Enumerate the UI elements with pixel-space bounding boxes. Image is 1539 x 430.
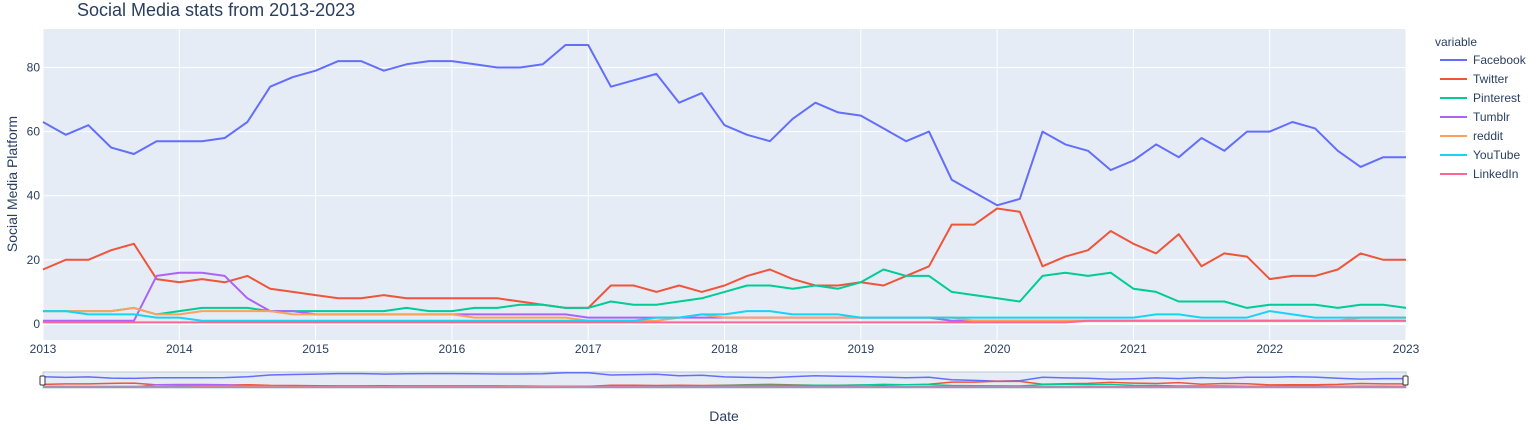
y-tick-label: 0 — [33, 317, 40, 331]
y-tick-label: 20 — [27, 253, 41, 267]
x-tick-label: 2017 — [575, 342, 602, 356]
x-tick-label: 2013 — [30, 342, 57, 356]
legend-label: Pinterest — [1473, 91, 1521, 105]
legend-label: LinkedIn — [1473, 167, 1518, 181]
x-tick-label: 2021 — [1120, 342, 1147, 356]
x-tick-label: 2014 — [166, 342, 193, 356]
legend-item-pinterest[interactable]: Pinterest — [1440, 91, 1521, 105]
x-tick-label: 2020 — [984, 342, 1011, 356]
legend-item-tumblr[interactable]: Tumblr — [1440, 110, 1510, 124]
legend-label: Twitter — [1473, 72, 1508, 86]
range-slider[interactable] — [40, 372, 1408, 388]
legend-item-facebook[interactable]: Facebook — [1440, 53, 1527, 67]
legend-title: variable — [1435, 35, 1477, 49]
legend-label: Tumblr — [1473, 110, 1510, 124]
x-tick-label: 2019 — [847, 342, 874, 356]
x-tick-label: 2015 — [302, 342, 329, 356]
legend-item-youtube[interactable]: YouTube — [1440, 148, 1520, 162]
range-slider-right-handle[interactable] — [1403, 376, 1408, 385]
x-tick-label: 2016 — [439, 342, 466, 356]
chart-title: Social Media stats from 2013-2023 — [77, 0, 355, 20]
x-axis-ticks: 2013 2014 2015 2016 2017 2018 2019 2020 2021 2022… — [30, 342, 1420, 356]
x-tick-label: 2022 — [1256, 342, 1283, 356]
legend-item-linkedin[interactable]: LinkedIn — [1440, 167, 1518, 181]
range-slider-left-handle[interactable] — [40, 376, 45, 385]
legend-label: YouTube — [1473, 148, 1520, 162]
legend[interactable]: Facebook Twitter Pinterest Tumblr reddit YouT… — [1440, 53, 1527, 181]
legend-item-reddit[interactable]: reddit — [1440, 129, 1504, 143]
legend-item-twitter[interactable]: Twitter — [1440, 72, 1508, 86]
y-tick-label: 40 — [27, 189, 41, 203]
y-tick-label: 60 — [27, 125, 41, 139]
y-axis-ticks: 0 20 40 60 80 — [27, 60, 41, 330]
y-axis-title: Social Media Platform — [4, 116, 20, 252]
legend-label: Facebook — [1473, 53, 1527, 67]
x-tick-label: 2023 — [1393, 342, 1420, 356]
x-tick-label: 2018 — [711, 342, 738, 356]
x-axis-title: Date — [709, 408, 739, 424]
y-tick-label: 80 — [27, 60, 41, 74]
legend-label: reddit — [1473, 129, 1504, 143]
